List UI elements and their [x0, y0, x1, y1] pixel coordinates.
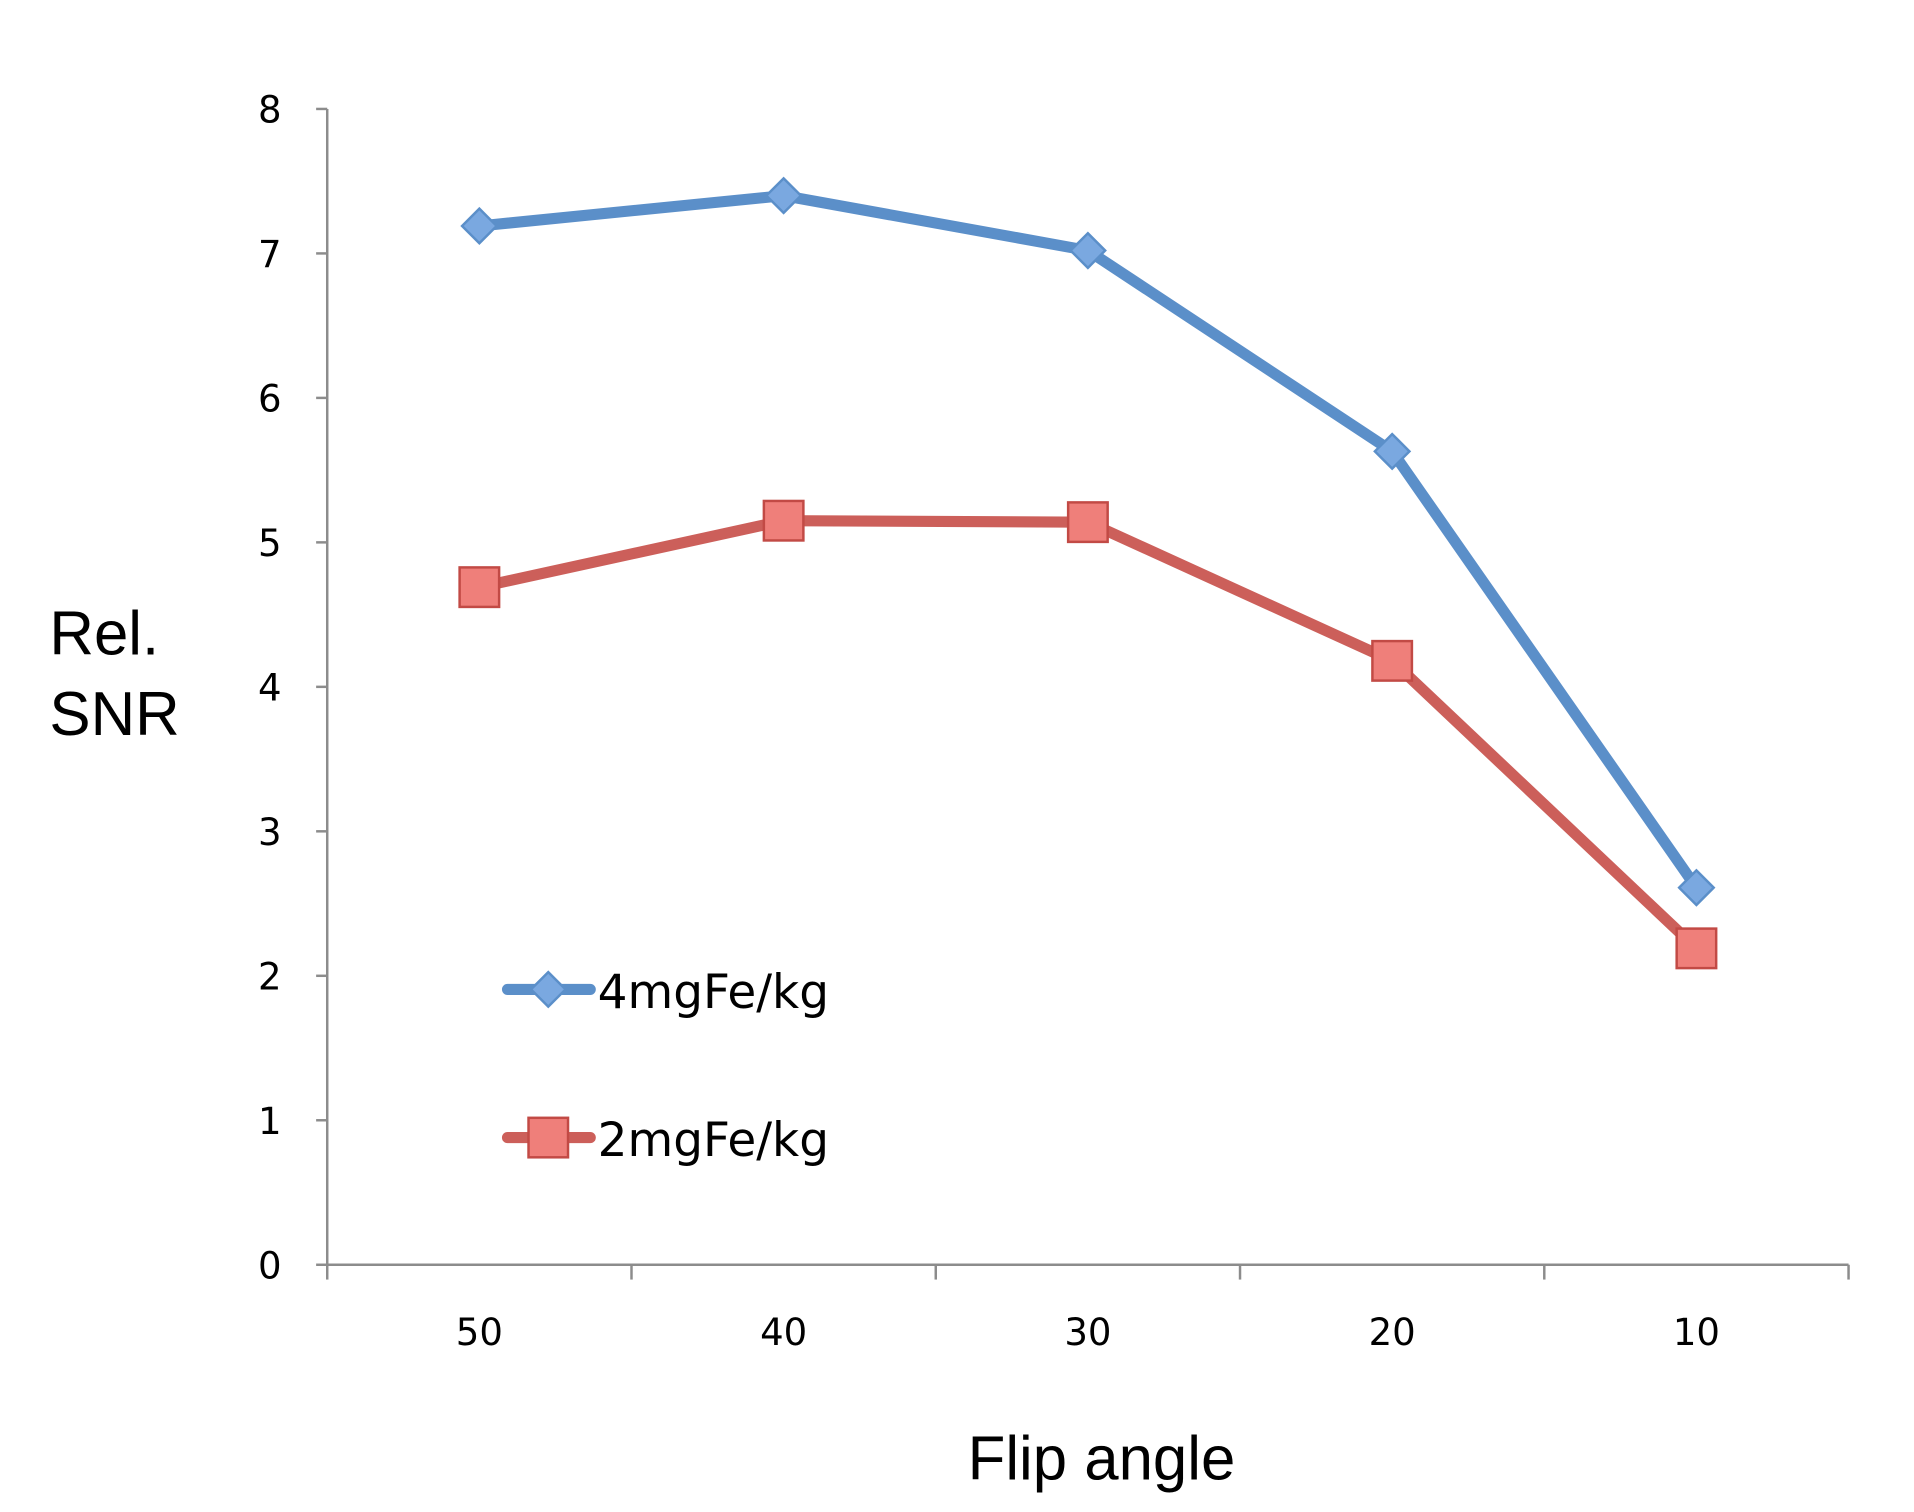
data-point-diamond	[1373, 432, 1412, 471]
data-point-square	[762, 499, 805, 542]
x-tick-label: 40	[760, 1311, 807, 1354]
y-tick-label: 1	[258, 1100, 282, 1143]
x-tick-label: 30	[1064, 1311, 1111, 1354]
y-tick-label: 2	[258, 955, 282, 998]
data-point-square	[1371, 639, 1414, 682]
y-axis-label-line1: Rel.	[49, 600, 159, 669]
y-tick-label: 3	[258, 811, 282, 854]
y-tick-label: 6	[258, 377, 282, 420]
legend: 4mgFe/kg 2mgFe/kg	[501, 965, 829, 1168]
data-point-diamond	[1068, 231, 1107, 270]
data-point-diamond	[460, 206, 499, 246]
data-point-square	[1066, 501, 1109, 544]
legend-label-1: 2mgFe/kg	[598, 1113, 829, 1168]
data-point-diamond	[764, 176, 803, 215]
legend-marker-diamond	[529, 970, 568, 1009]
axes: 0 1 2 3 4 5 6 7 8 50 40 30 20 10	[258, 89, 1850, 1354]
legend-marker-square	[527, 1116, 570, 1159]
y-tick-label: 8	[258, 89, 282, 132]
x-tick-label: 50	[456, 1311, 503, 1354]
legend-label-0: 4mgFe/kg	[598, 965, 829, 1020]
data-point-square	[458, 566, 501, 609]
x-axis-label: Flip angle	[968, 1425, 1236, 1494]
data-point-square	[1675, 927, 1718, 970]
x-tick-label: 20	[1369, 1311, 1416, 1354]
y-tick-label: 5	[258, 522, 282, 565]
y-tick-label: 0	[258, 1244, 282, 1287]
y-tick-label: 4	[258, 666, 282, 709]
data-point-diamond	[1677, 868, 1716, 907]
x-tick-label: 10	[1673, 1311, 1720, 1354]
y-axis-label-line2: SNR	[49, 680, 179, 749]
y-tick-label: 7	[258, 233, 282, 276]
series-group	[458, 176, 1718, 970]
series-line-1	[478, 515, 1701, 953]
